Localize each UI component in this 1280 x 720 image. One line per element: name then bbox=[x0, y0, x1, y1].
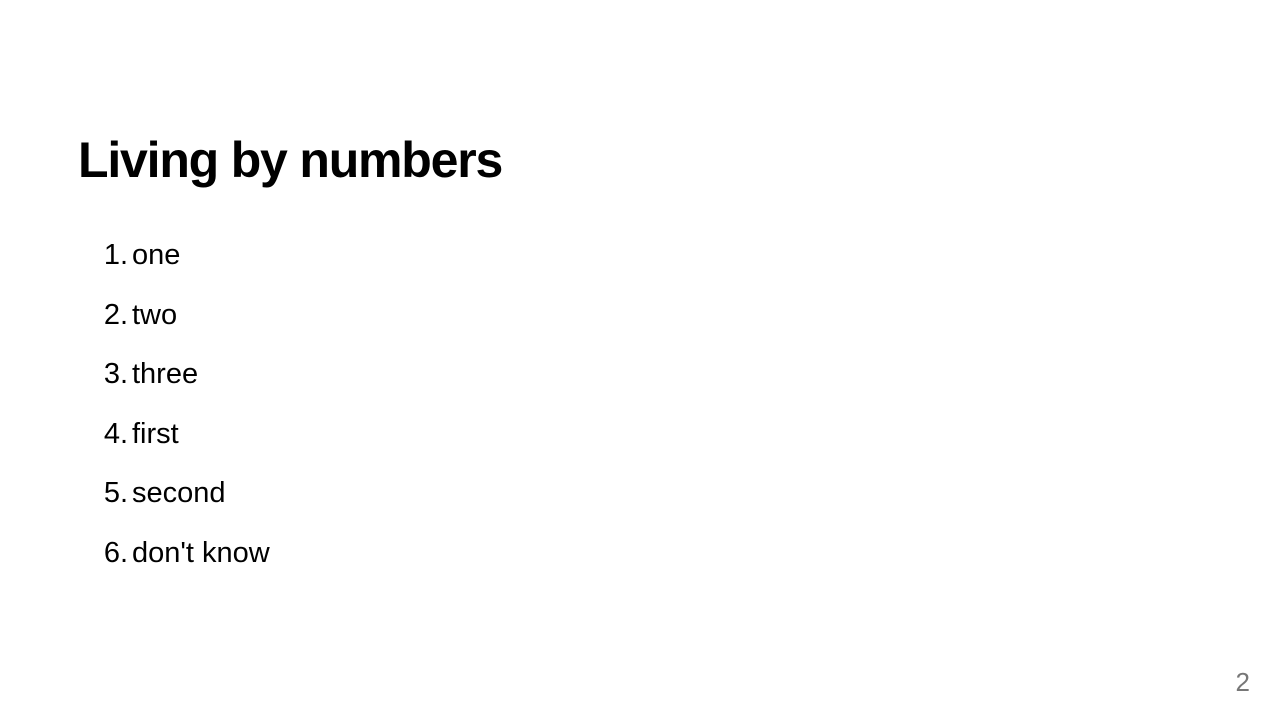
list-item-number: 4. bbox=[103, 417, 128, 450]
list-item-text: two bbox=[132, 298, 178, 331]
slide-title: Living by numbers bbox=[78, 132, 503, 188]
list-item: 3. three bbox=[0, 345, 270, 405]
list-item: 6. don't know bbox=[0, 524, 270, 584]
list-item: 4. first bbox=[0, 405, 270, 465]
list-item: 5. second bbox=[0, 464, 270, 524]
list-item-number: 6. bbox=[103, 536, 128, 569]
list-item-number: 5. bbox=[103, 477, 128, 510]
list-item-text: second bbox=[132, 477, 226, 510]
list-item-number: 3. bbox=[103, 358, 128, 391]
list-item-text: first bbox=[132, 417, 179, 450]
list-item-text: one bbox=[132, 239, 181, 271]
list-item-number: 2. bbox=[103, 298, 128, 331]
list-item-number: 1. bbox=[103, 239, 128, 271]
page-number: 2 bbox=[1235, 667, 1250, 697]
list-item-text: don't know bbox=[132, 536, 270, 569]
list-item: 2. two bbox=[0, 286, 270, 346]
list-item-text: three bbox=[132, 358, 199, 391]
numbered-list: 1. one 2. two 3. three 4. first 5. secon… bbox=[0, 226, 270, 584]
list-item: 1. one bbox=[0, 226, 270, 286]
